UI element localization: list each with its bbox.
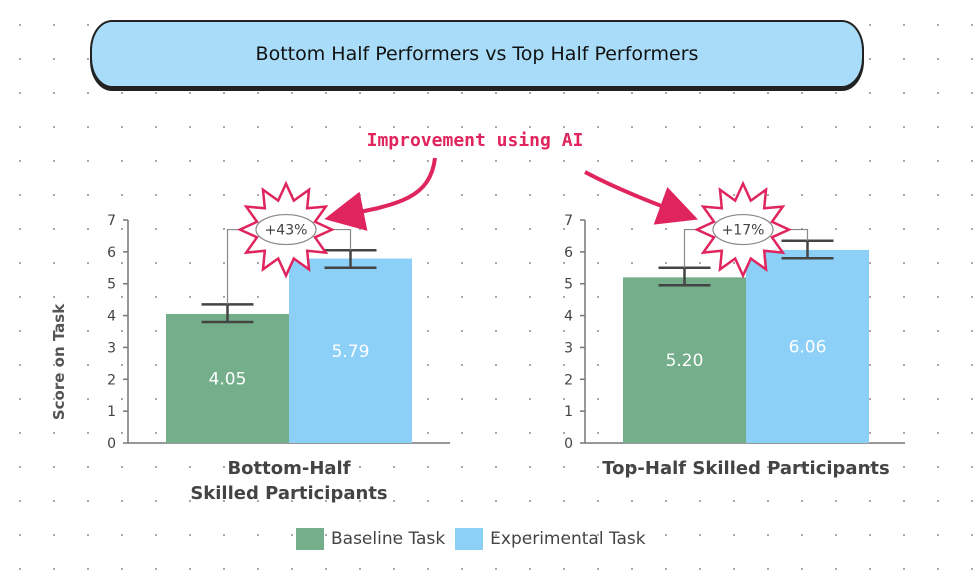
y-tick-label: 0 (564, 436, 573, 452)
y-tick-label: 1 (107, 404, 116, 420)
legend-label-experimental: Experimental Task (490, 529, 646, 549)
y-tick-label: 1 (564, 404, 573, 420)
legend: Baseline Task Experimental Task (296, 528, 646, 550)
y-tick-label: 3 (564, 340, 573, 356)
y-tick-label: 0 (107, 436, 116, 452)
y-tick-label: 4 (564, 309, 573, 325)
improvement-badge (255, 213, 317, 246)
legend-swatch-experimental (455, 528, 484, 550)
y-tick-label: 2 (107, 372, 116, 388)
y-tick-label: 6 (564, 245, 573, 261)
y-tick-label: 3 (107, 340, 116, 356)
legend-item-baseline: Baseline Task (296, 528, 445, 550)
improvement-badge (712, 213, 774, 246)
category-label: Top-Half Skilled Participants (602, 458, 889, 479)
y-tick-label: 6 (107, 245, 116, 261)
y-tick-label: 7 (107, 213, 116, 229)
chart-title: Bottom Half Performers vs Top Half Perfo… (90, 20, 864, 88)
bar-experimental (289, 258, 412, 443)
y-tick-label: 5 (107, 277, 116, 293)
y-tick-label: 5 (564, 277, 573, 293)
y-tick-label: 2 (564, 372, 573, 388)
legend-label-baseline: Baseline Task (331, 529, 446, 549)
y-tick-label: 4 (107, 309, 116, 325)
bar-value-label: 5.20 (666, 351, 704, 371)
annotation-text: Improvement using AI (366, 130, 584, 151)
bar-baseline (623, 277, 746, 443)
legend-swatch-baseline (296, 528, 324, 550)
arrow-right (584, 170, 699, 225)
bar-value-label: 6.06 (789, 337, 827, 357)
bar-baseline (166, 313, 289, 443)
bar-value-label: 5.79 (332, 342, 370, 362)
improvement-label: +17% (722, 223, 765, 239)
arrow-left (324, 157, 437, 231)
y-tick-label: 7 (564, 213, 573, 229)
improvement-label: +43% (265, 223, 308, 239)
category-label: Skilled Participants (190, 483, 387, 504)
bar-experimental (746, 249, 869, 443)
category-label: Bottom-Half (227, 458, 350, 479)
bar-value-label: 4.05 (209, 369, 247, 389)
y-axis-title: Score on Task (50, 303, 68, 420)
legend-item-experimental: Experimental Task (455, 528, 646, 550)
